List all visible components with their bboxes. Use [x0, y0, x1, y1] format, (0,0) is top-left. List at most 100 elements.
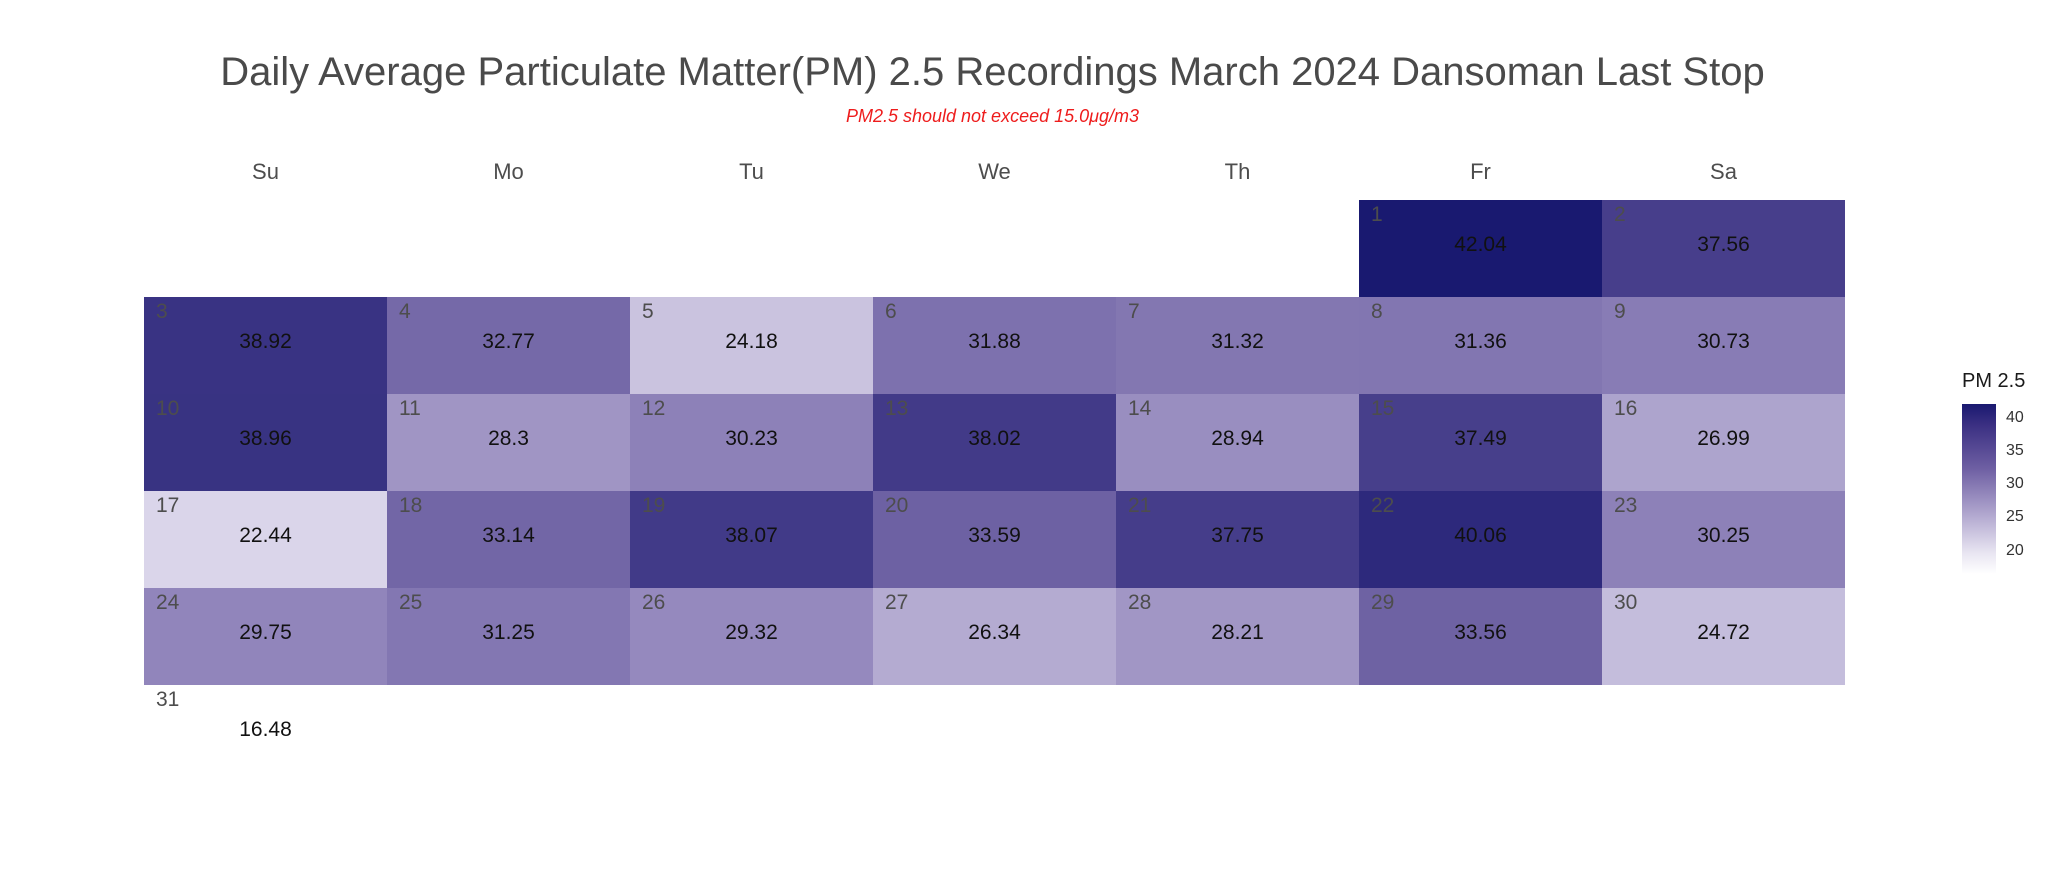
weekday-label: Th [1224, 159, 1251, 184]
day-value-label: 29.75 [239, 621, 292, 644]
day-value-label: 30.73 [1697, 330, 1750, 353]
day-value-label: 31.25 [482, 621, 535, 644]
day-number: 20 [885, 494, 909, 517]
day-value-label: 22.44 [239, 524, 292, 547]
day-number: 9 [1614, 300, 1626, 323]
day-cell: 26 29.32 [630, 588, 873, 685]
legend-tick-label: 40 [2006, 408, 2024, 426]
day-cell: 27 26.34 [873, 588, 1116, 685]
day-value-label: 26.34 [968, 621, 1021, 644]
day-value-label: 38.92 [239, 330, 292, 353]
day-value-label: 28.3 [488, 427, 529, 450]
legend-tick [1996, 484, 2002, 486]
color-legend: PM 2.5 20 25 30 35 40 [1962, 370, 2042, 590]
calendar-heatmap: Su Mo Tu We Th Fr Sa 1 42.04 2 37.56 3 38.92 4 32.77 5 2… [144, 152, 1845, 782]
day-cell: 22 40.06 [1359, 491, 1602, 588]
weekday-label: Tu [739, 159, 764, 184]
day-number: 12 [642, 397, 666, 420]
day-cell: 13 38.02 [873, 394, 1116, 491]
legend-tick-label: 30 [2006, 475, 2024, 493]
day-value-label: 26.99 [1697, 427, 1750, 450]
day-value-label: 24.72 [1697, 621, 1750, 644]
day-cell: 19 38.07 [630, 491, 873, 588]
day-value-label: 32.77 [482, 330, 535, 353]
day-cell: 10 38.96 [144, 394, 387, 491]
day-number: 15 [1371, 397, 1395, 420]
day-cell: 30 24.72 [1602, 588, 1845, 685]
weekday-label: Sa [1710, 159, 1737, 184]
day-value-label: 31.36 [1454, 330, 1507, 353]
day-value-label: 33.59 [968, 524, 1021, 547]
day-value-label: 33.56 [1454, 621, 1507, 644]
legend-title: PM 2.5 [1962, 370, 2026, 392]
day-value-label: 37.75 [1211, 524, 1264, 547]
day-value-label: 30.25 [1697, 524, 1750, 547]
day-cell: 2 37.56 [1602, 200, 1845, 297]
day-cell: 31 16.48 [144, 685, 387, 782]
legend-tick [1996, 550, 2002, 552]
day-cell: 11 28.3 [387, 394, 630, 491]
day-number: 16 [1614, 397, 1638, 420]
day-number: 10 [156, 397, 180, 420]
day-cell: 29 33.56 [1359, 588, 1602, 685]
day-cell: 25 31.25 [387, 588, 630, 685]
day-number: 4 [399, 300, 411, 323]
legend-tick-label: 35 [2006, 441, 2024, 459]
day-cell: 6 31.88 [873, 297, 1116, 394]
day-cell: 18 33.14 [387, 491, 630, 588]
day-number: 27 [885, 591, 909, 614]
day-cell: 24 29.75 [144, 588, 387, 685]
day-number: 1 [1371, 203, 1383, 226]
day-number: 8 [1371, 300, 1383, 323]
day-value-label: 38.07 [725, 524, 778, 547]
day-cell: 21 37.75 [1116, 491, 1359, 588]
day-number: 5 [642, 300, 654, 323]
day-value-label: 28.21 [1211, 621, 1264, 644]
day-number: 26 [642, 591, 666, 614]
weekday-label: Su [252, 159, 279, 184]
day-cell: 15 37.49 [1359, 394, 1602, 491]
legend-tick-label: 20 [2006, 541, 2024, 559]
day-number: 21 [1128, 494, 1152, 517]
day-value-label: 30.23 [725, 427, 778, 450]
day-value-label: 42.04 [1454, 233, 1507, 256]
day-number: 29 [1371, 591, 1395, 614]
day-cell: 20 33.59 [873, 491, 1116, 588]
day-number: 30 [1614, 591, 1638, 614]
day-number: 28 [1128, 591, 1152, 614]
day-number: 24 [156, 591, 180, 614]
day-number: 7 [1128, 300, 1140, 323]
day-cell: 8 31.36 [1359, 297, 1602, 394]
day-number: 2 [1614, 203, 1626, 226]
day-number: 14 [1128, 397, 1152, 420]
day-cell: 1 42.04 [1359, 200, 1602, 297]
day-cell: 14 28.94 [1116, 394, 1359, 491]
day-number: 19 [642, 494, 666, 517]
day-cell: 9 30.73 [1602, 297, 1845, 394]
day-value-label: 28.94 [1211, 427, 1264, 450]
legend-tick-label: 25 [2006, 508, 2024, 526]
day-cell: 7 31.32 [1116, 297, 1359, 394]
day-value-label: 37.49 [1454, 427, 1507, 450]
day-cell: 17 22.44 [144, 491, 387, 588]
weekday-label: Fr [1470, 159, 1491, 184]
day-cell: 5 24.18 [630, 297, 873, 394]
day-value-label: 40.06 [1454, 524, 1507, 547]
day-cell: 16 26.99 [1602, 394, 1845, 491]
day-number: 17 [156, 494, 180, 517]
day-value-label: 31.32 [1211, 330, 1264, 353]
day-number: 3 [156, 300, 168, 323]
chart-subtitle: PM2.5 should not exceed 15.0μg/m3 [845, 106, 1140, 126]
weekday-label: Mo [493, 159, 524, 184]
day-value-label: 16.48 [239, 718, 292, 741]
legend-tick [1996, 417, 2002, 419]
day-number: 25 [399, 591, 423, 614]
day-number: 31 [156, 688, 180, 711]
day-cell: 3 38.92 [144, 297, 387, 394]
day-cell: 12 30.23 [630, 394, 873, 491]
day-number: 22 [1371, 494, 1395, 517]
day-value-label: 38.96 [239, 427, 292, 450]
day-number: 13 [885, 397, 909, 420]
day-cell: 4 32.77 [387, 297, 630, 394]
day-value-label: 24.18 [725, 330, 778, 353]
